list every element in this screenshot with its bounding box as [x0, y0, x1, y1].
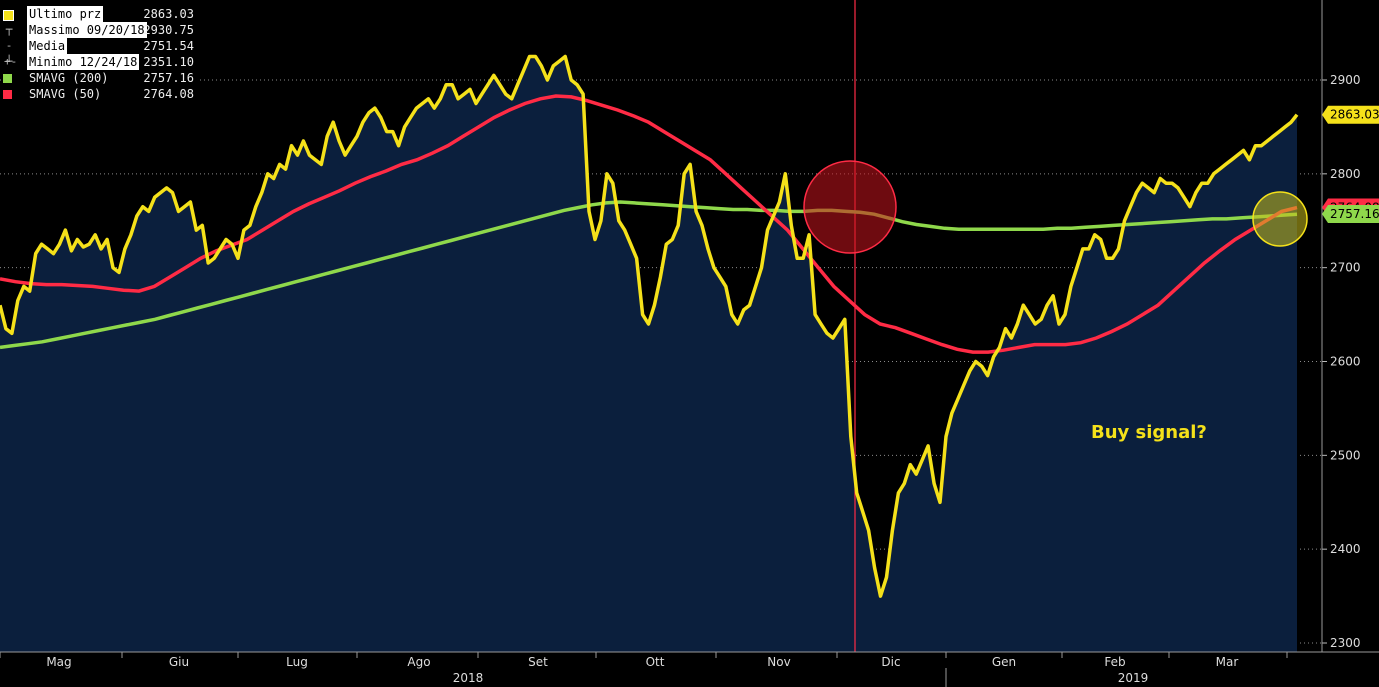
y-tick-label: 2900 — [1330, 73, 1361, 87]
legend-label: Ultimo prz — [27, 6, 104, 22]
price-line — [0, 54, 1299, 598]
x-tick-label: Nov — [767, 655, 790, 669]
x-tick-label: Lug — [286, 655, 308, 669]
last-value-tag — [1322, 105, 1379, 124]
legend-row-average: -+- Media 2751.54 — [2, 38, 198, 68]
legend-label: Minimo 12/24/18 — [27, 54, 140, 70]
x-tick-label: Feb — [1104, 655, 1125, 669]
legend-label: Media — [27, 38, 68, 54]
x-year-label: 2018 — [453, 671, 484, 685]
x-tick-label: Dic — [881, 655, 900, 669]
last-value-text: 2757.16 — [1330, 207, 1379, 221]
legend-value: 2751.54 — [143, 39, 194, 53]
legend: Ultimo prz 2863.03 ┬ Massimo 09/20/18 29… — [2, 6, 198, 110]
legend-label: SMAVG (50) — [29, 87, 102, 101]
crossover-highlight-red — [803, 160, 897, 254]
y-tick-label: 2700 — [1330, 261, 1361, 275]
last-value-tag — [1322, 205, 1379, 224]
sma200-line — [0, 200, 1298, 350]
legend-value: 2863.03 — [143, 7, 194, 21]
legend-row-sma200: SMAVG (200) 2757.16 — [2, 70, 198, 86]
legend-label: SMAVG (200) — [29, 71, 109, 85]
legend-row-last-price: Ultimo prz 2863.03 — [2, 6, 198, 22]
low-marker-icon: ┴ — [5, 55, 13, 68]
y-tick-label: 2300 — [1330, 636, 1361, 650]
x-axis: Mag Giu Lug Ago Set Ott Nov Dic Gen Feb Mar 2018 201… — [0, 651, 1379, 687]
x-tick-label: Gen — [992, 655, 1016, 669]
legend-value: 2757.16 — [143, 71, 194, 85]
legend-label: Massimo 09/20/18 — [27, 22, 147, 38]
x-tick-label: Mag — [46, 655, 71, 669]
x-tick-label: Ott — [646, 655, 665, 669]
average-marker-icon: -+- — [4, 39, 18, 68]
x-tick-label: Mar — [1216, 655, 1239, 669]
high-marker-icon: ┬ — [5, 23, 13, 36]
buy-signal-annotation: Buy signal? — [1091, 422, 1207, 443]
yellow-square-icon — [3, 10, 14, 21]
x-tick-label: Giu — [169, 655, 189, 669]
last-value-text: 2863.03 — [1330, 108, 1379, 122]
y-tick-label: 2600 — [1330, 355, 1361, 369]
last-value-labels: 2863.032764.082757.16 — [1322, 105, 1379, 224]
y-tick-label: 2400 — [1330, 542, 1361, 556]
y-tick-label: 2800 — [1330, 167, 1361, 181]
y-tick-label: 2500 — [1330, 448, 1361, 462]
crossover-highlight-yellow — [1252, 191, 1308, 247]
green-square-icon — [3, 74, 12, 83]
red-square-icon — [3, 90, 12, 99]
legend-row-high: ┬ Massimo 09/20/18 2930.75 — [2, 22, 198, 38]
legend-value: 2764.08 — [143, 87, 194, 101]
y-axis: 2300 2400 2500 2600 2700 2800 2900 — [1321, 0, 1361, 652]
legend-row-sma50: SMAVG (50) 2764.08 — [2, 86, 198, 102]
sma50-line — [0, 94, 1298, 354]
x-tick-label: Ago — [407, 655, 430, 669]
legend-row-low: ┴ Minimo 12/24/18 2351.10 — [2, 54, 198, 70]
legend-value: 2930.75 — [143, 23, 194, 37]
price-area-fill — [0, 56, 1297, 652]
x-tick-label: Set — [528, 655, 548, 669]
x-year-label: 2019 — [1118, 671, 1149, 685]
legend-value: 2351.10 — [143, 55, 194, 69]
